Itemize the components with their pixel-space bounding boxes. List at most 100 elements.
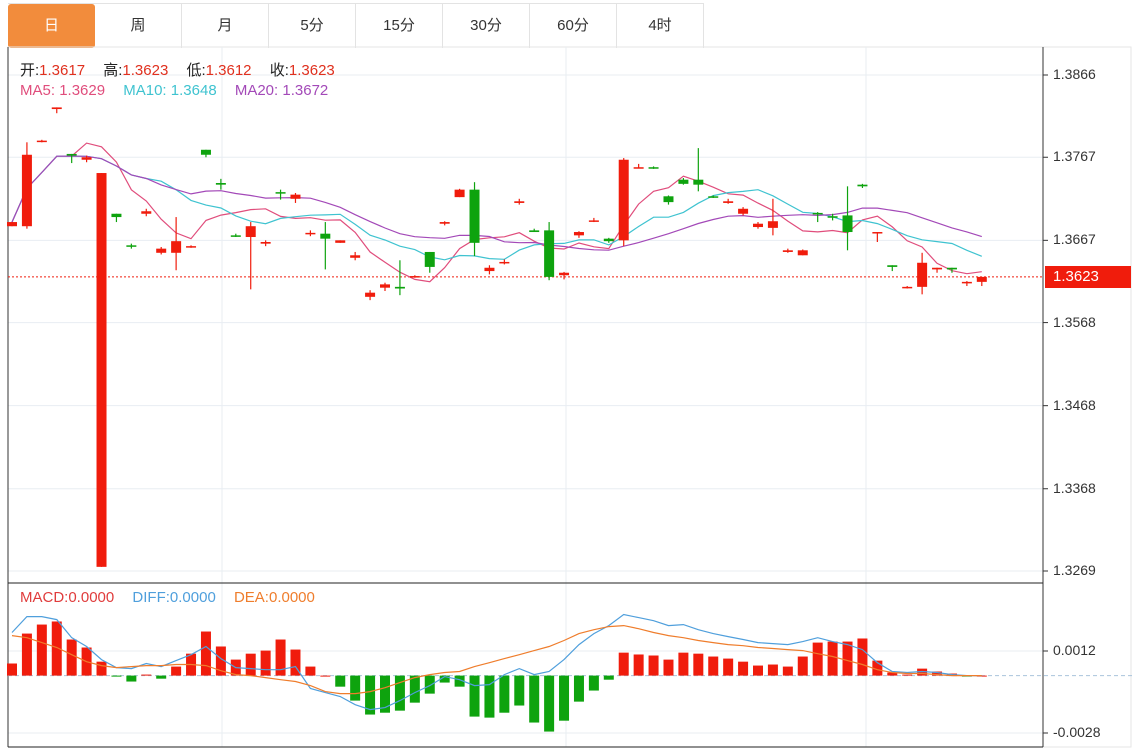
candle-body <box>215 183 226 185</box>
high-value: 1.3623 <box>122 62 169 79</box>
price-tick-label: 1.3667 <box>1053 231 1096 248</box>
macd-bar <box>439 675 450 683</box>
macd-bar <box>335 675 346 687</box>
macd-bar <box>767 664 778 676</box>
candle-body <box>275 192 286 194</box>
macd-bar <box>200 631 211 676</box>
macd-tick-label: 0.0012 <box>1053 642 1096 658</box>
candle-body <box>887 265 898 267</box>
candle-body <box>857 184 868 187</box>
macd-bar <box>603 675 614 680</box>
open-value: 1.3617 <box>39 62 86 79</box>
macd-bar <box>275 639 286 676</box>
candle-body <box>514 201 525 203</box>
last-price-tag: 1.3623 <box>1045 266 1131 288</box>
tab-month[interactable]: 月 <box>182 4 269 48</box>
candle-body <box>812 212 823 215</box>
price-tick-label: 1.3568 <box>1053 313 1096 330</box>
candle-body <box>51 107 62 110</box>
ma-legend: MA5: 1.3629 MA10: 1.3648 MA20: 1.3672 <box>20 82 328 99</box>
macd-bar <box>678 652 689 676</box>
macd-bar <box>782 666 793 676</box>
candle-body <box>290 194 301 199</box>
candle-body <box>693 179 704 185</box>
candle-body <box>260 241 271 244</box>
macd-bar <box>469 675 480 717</box>
candle-body <box>782 250 793 252</box>
macd-bar <box>350 675 361 701</box>
candle-body <box>723 201 734 203</box>
macd-bar <box>260 650 271 676</box>
price-tick-label: 1.3468 <box>1053 396 1096 413</box>
candle-body <box>7 222 17 227</box>
macd-bar <box>588 675 599 691</box>
tab-5min[interactable]: 5分 <box>269 4 356 48</box>
macd-bar <box>917 668 928 676</box>
chart-frame <box>7 46 1132 748</box>
tab-15min[interactable]: 15分 <box>356 4 443 48</box>
candle-body <box>753 223 763 228</box>
candle-body <box>603 238 614 242</box>
macd-bar <box>842 641 853 676</box>
candle-body <box>573 232 584 236</box>
macd-bar <box>872 660 883 676</box>
candle-body <box>529 230 540 233</box>
candle-body <box>394 286 405 289</box>
candle-body <box>156 248 167 253</box>
macd-bar <box>902 674 913 676</box>
close-value: 1.3623 <box>288 62 335 79</box>
candle-body <box>126 245 137 247</box>
candle-body <box>454 189 465 198</box>
tab-week[interactable]: 周 <box>95 4 182 48</box>
macd-bar <box>797 656 808 676</box>
tab-day[interactable]: 日 <box>8 4 95 48</box>
candle-body <box>171 241 182 253</box>
tab-30min[interactable]: 30分 <box>443 4 530 48</box>
macd-bar <box>559 675 570 721</box>
macd-label: MACD: <box>20 589 69 606</box>
dea-label: DEA: <box>233 589 269 606</box>
candle-body <box>305 232 316 235</box>
ma20-line <box>11 155 982 251</box>
candle-body <box>499 261 510 264</box>
tab-60min[interactable]: 60分 <box>530 4 617 48</box>
macd-bar <box>723 658 734 676</box>
macd-bar <box>708 656 719 676</box>
macd-bar <box>7 663 17 676</box>
ma20-label: MA20: <box>234 82 279 99</box>
candle-body <box>842 215 853 233</box>
close-label: 收: <box>269 62 289 79</box>
macd-bar <box>96 661 107 676</box>
price-tick-label: 1.3866 <box>1053 66 1096 82</box>
candle-body <box>648 167 659 169</box>
candle-body <box>66 153 77 156</box>
candle-body <box>618 159 629 241</box>
candle-body <box>350 255 361 258</box>
candle-body <box>365 292 376 297</box>
macd-bar <box>111 675 122 677</box>
macd-bar <box>245 653 256 676</box>
macd-bar <box>215 646 226 676</box>
tab-4hour[interactable]: 4时 <box>617 4 704 48</box>
low-label: 低: <box>186 62 206 79</box>
candle-body <box>484 267 495 272</box>
macd-bar <box>409 675 420 703</box>
macd-bar <box>514 675 525 706</box>
candle-body <box>872 232 883 234</box>
candle-body <box>932 267 943 270</box>
open-label: 开: <box>20 62 40 79</box>
macd-bar <box>693 653 704 676</box>
macd-bar <box>529 675 540 723</box>
period-tabs: 日 周 月 5分 15分 30分 60分 4时 <box>8 3 704 48</box>
candle-body <box>559 272 570 276</box>
macd-bar <box>21 633 32 676</box>
macd-bar <box>290 649 301 676</box>
macd-bar <box>365 675 376 715</box>
macd-bar <box>812 642 823 676</box>
macd-bar <box>320 675 331 677</box>
price-tick-label: 1.3767 <box>1053 148 1096 165</box>
candle-body <box>200 149 211 155</box>
macd-bar <box>51 621 62 676</box>
macd-bar <box>305 666 316 676</box>
